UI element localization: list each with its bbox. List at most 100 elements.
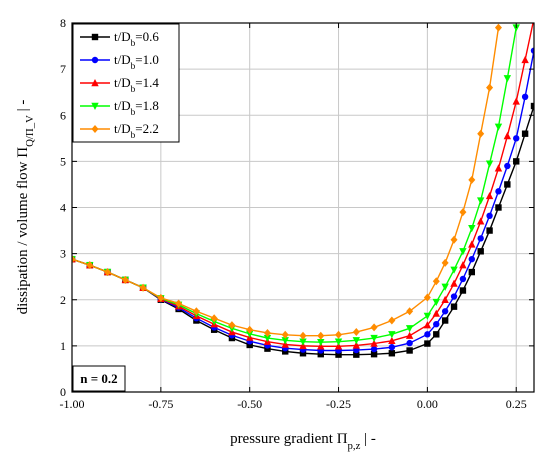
data-point — [352, 328, 360, 337]
data-point — [450, 279, 458, 287]
data-point — [281, 330, 289, 339]
legend-marker — [91, 102, 99, 110]
data-point — [503, 132, 512, 140]
data-point — [352, 341, 361, 349]
legend-label: t/Db=0.6 — [114, 29, 159, 49]
data-point — [317, 331, 325, 340]
data-point — [388, 344, 396, 351]
x-tick-label: -0.25 — [326, 397, 351, 411]
data-point — [459, 208, 467, 217]
data-point — [504, 181, 511, 188]
legend-label: t/Db=1.4 — [114, 75, 159, 95]
data-point — [486, 227, 493, 234]
data-point — [485, 191, 494, 200]
data-point — [450, 266, 458, 274]
data-point — [282, 348, 289, 355]
data-point — [388, 336, 396, 345]
data-point — [441, 308, 449, 315]
data-point — [264, 345, 271, 352]
data-point — [370, 334, 378, 343]
data-point — [406, 347, 413, 354]
data-point — [468, 255, 476, 263]
x-tick-label: -1.00 — [60, 397, 85, 411]
data-point — [104, 268, 112, 277]
legend-marker — [91, 79, 99, 87]
y-tick-label: 6 — [60, 108, 66, 122]
data-point — [139, 283, 147, 292]
data-point — [468, 268, 476, 276]
data-point — [263, 334, 272, 343]
y-tick-label: 0 — [60, 385, 66, 399]
data-point — [513, 135, 520, 142]
data-point — [432, 309, 440, 317]
data-point — [423, 312, 432, 320]
series-5 — [72, 23, 502, 340]
data-point — [299, 338, 307, 346]
data-point — [477, 248, 484, 255]
data-point — [441, 283, 449, 291]
data-point — [459, 248, 467, 256]
data-point — [486, 83, 494, 92]
x-tick-label: -0.75 — [148, 397, 173, 411]
annotation: n = 0.2 — [72, 365, 126, 392]
data-point — [512, 24, 520, 32]
data-point — [405, 331, 414, 339]
legend-item: t/Db=1.0 — [80, 52, 159, 72]
data-point — [494, 123, 503, 131]
data-point — [468, 175, 476, 184]
data-point — [317, 350, 324, 358]
data-point — [485, 160, 494, 168]
data-point — [245, 330, 254, 338]
legend-item: t/Db=1.8 — [80, 98, 159, 118]
annotation-box — [72, 365, 126, 392]
y-tick-label: 7 — [60, 62, 66, 76]
data-point — [476, 217, 485, 225]
data-point — [433, 331, 440, 338]
data-point — [495, 204, 502, 211]
legend-marker — [91, 125, 99, 133]
data-point — [299, 331, 307, 340]
data-point — [353, 351, 360, 358]
y-tick-label: 8 — [60, 16, 66, 30]
data-point — [459, 287, 467, 294]
data-point — [503, 75, 512, 83]
data-point — [335, 351, 342, 358]
data-point — [450, 293, 458, 300]
data-point — [423, 321, 432, 329]
data-point — [477, 235, 484, 242]
data-point — [423, 293, 431, 302]
data-point — [370, 350, 378, 358]
data-point — [370, 345, 378, 353]
y-tick-label: 4 — [60, 201, 66, 215]
x-axis-title: pressure gradient Πp,z | - — [230, 431, 376, 452]
data-point — [424, 340, 431, 347]
x-tick-label: 0.00 — [417, 397, 438, 411]
data-point — [246, 325, 254, 334]
annotation-text: n = 0.2 — [80, 371, 117, 386]
data-point — [228, 321, 236, 330]
data-point — [246, 341, 253, 349]
data-point — [370, 339, 378, 347]
y-tick-label: 3 — [60, 247, 66, 261]
legend-marker — [91, 33, 99, 41]
data-point — [486, 212, 493, 220]
data-point — [175, 299, 183, 308]
data-point — [432, 277, 440, 286]
legend-item: t/Db=2.2 — [80, 121, 159, 141]
data-point — [263, 328, 271, 337]
data-point — [530, 102, 534, 110]
data-point — [72, 255, 76, 264]
data-point — [450, 303, 458, 310]
data-point — [210, 314, 218, 323]
data-point — [317, 338, 325, 347]
data-point — [521, 93, 529, 101]
data-point — [513, 158, 520, 165]
data-point — [468, 240, 476, 248]
data-point — [388, 316, 396, 325]
x-tick-label: 0.25 — [506, 397, 527, 411]
data-point — [468, 225, 476, 233]
axis-ticks: -1.00 -0.75 -0.50 -0.25 0.00 0.25 0 1 2 3 4 5 6 7 8 — [60, 16, 534, 411]
data-point — [494, 164, 503, 172]
data-point — [299, 350, 307, 357]
